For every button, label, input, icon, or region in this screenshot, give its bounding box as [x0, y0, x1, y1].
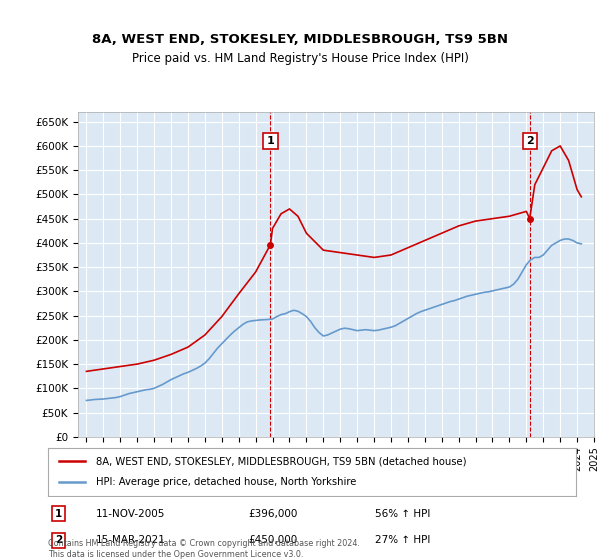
- Text: 8A, WEST END, STOKESLEY, MIDDLESBROUGH, TS9 5BN (detached house): 8A, WEST END, STOKESLEY, MIDDLESBROUGH, …: [95, 456, 466, 466]
- Text: 2: 2: [526, 136, 533, 146]
- Text: 8A, WEST END, STOKESLEY, MIDDLESBROUGH, TS9 5BN: 8A, WEST END, STOKESLEY, MIDDLESBROUGH, …: [92, 32, 508, 46]
- Text: 1: 1: [55, 508, 62, 519]
- Text: 27% ↑ HPI: 27% ↑ HPI: [376, 535, 431, 545]
- Text: 1: 1: [266, 136, 274, 146]
- Text: £450,000: £450,000: [248, 535, 298, 545]
- Text: Contains HM Land Registry data © Crown copyright and database right 2024.
This d: Contains HM Land Registry data © Crown c…: [48, 539, 360, 559]
- Text: £396,000: £396,000: [248, 508, 298, 519]
- Text: 11-NOV-2005: 11-NOV-2005: [95, 508, 165, 519]
- Text: HPI: Average price, detached house, North Yorkshire: HPI: Average price, detached house, Nort…: [95, 477, 356, 487]
- Text: 15-MAR-2021: 15-MAR-2021: [95, 535, 166, 545]
- Text: Price paid vs. HM Land Registry's House Price Index (HPI): Price paid vs. HM Land Registry's House …: [131, 52, 469, 66]
- Text: 2: 2: [55, 535, 62, 545]
- Text: 56% ↑ HPI: 56% ↑ HPI: [376, 508, 431, 519]
